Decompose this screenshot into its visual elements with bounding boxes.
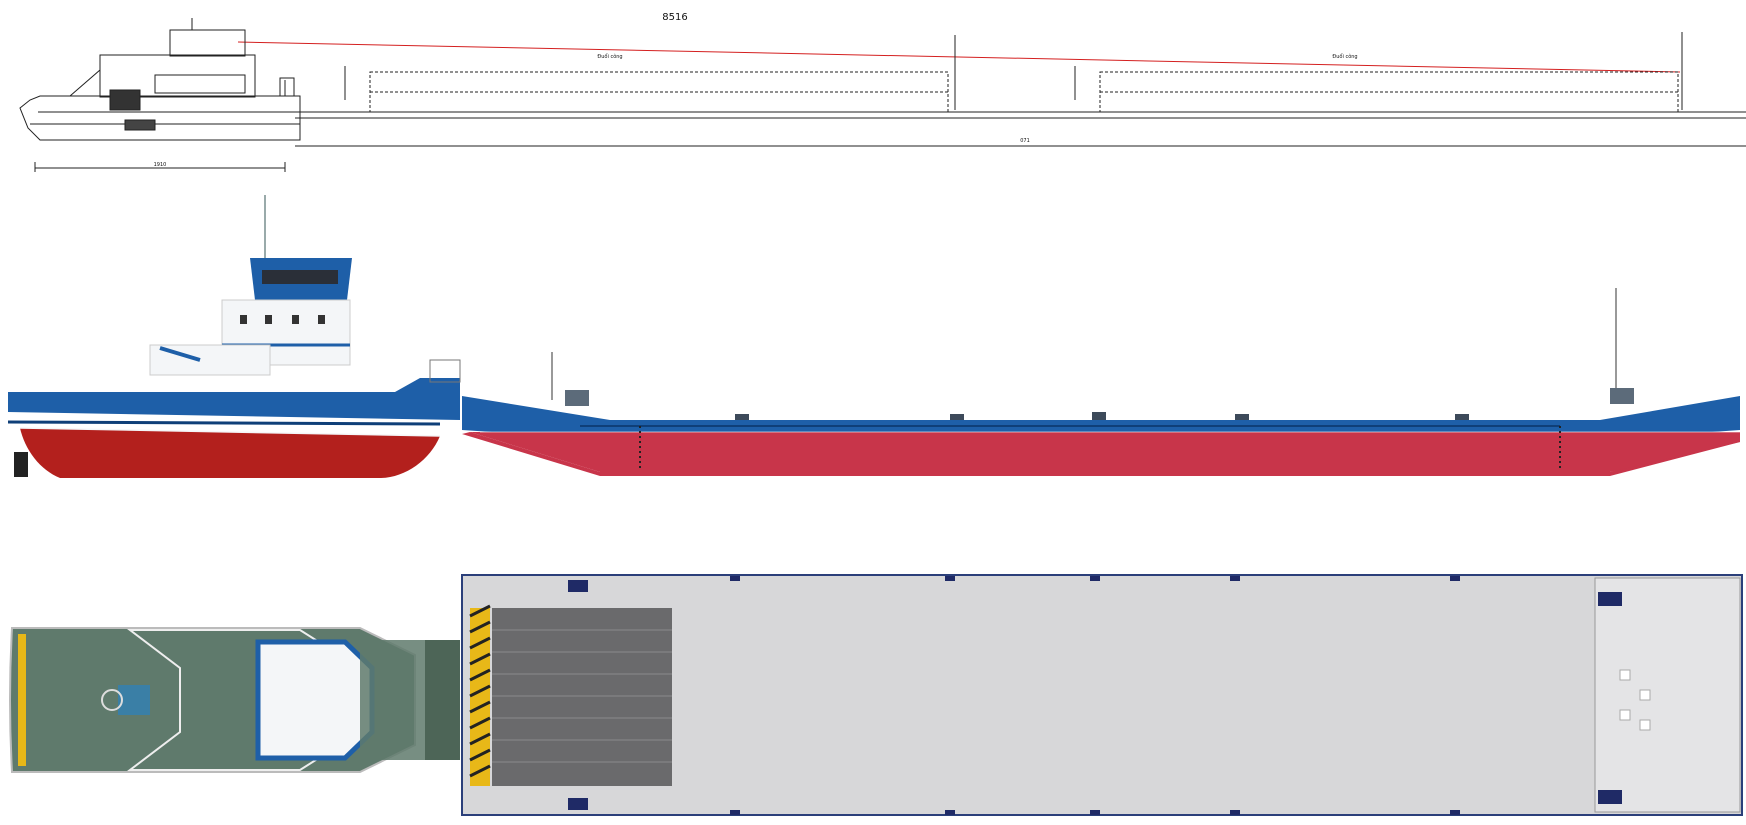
barge-1-label: Đuổi công: [597, 53, 622, 60]
barge-plan: [461, 574, 1743, 816]
barge-1-line-drawing: Đuổi công 071: [295, 35, 1060, 147]
line-drawing-profile: 8516 1910: [19, 12, 1746, 172]
overall-dimension-label: 8516: [662, 12, 687, 23]
tug-profile: [7, 195, 461, 478]
tug-line-drawing: 1910: [19, 18, 301, 172]
barge-2-label: Đuổi công: [1332, 53, 1357, 60]
tug-dimension-label: 1910: [154, 162, 167, 168]
rendered-profile: [7, 195, 1740, 478]
tug-plan: [9, 627, 460, 773]
barge-profile: [462, 288, 1740, 476]
rendered-plan: [9, 574, 1743, 816]
barge-2-line-drawing: Đuổi công: [1060, 32, 1746, 147]
mid-label: 071: [1020, 138, 1030, 144]
guide-line: [237, 41, 1681, 73]
